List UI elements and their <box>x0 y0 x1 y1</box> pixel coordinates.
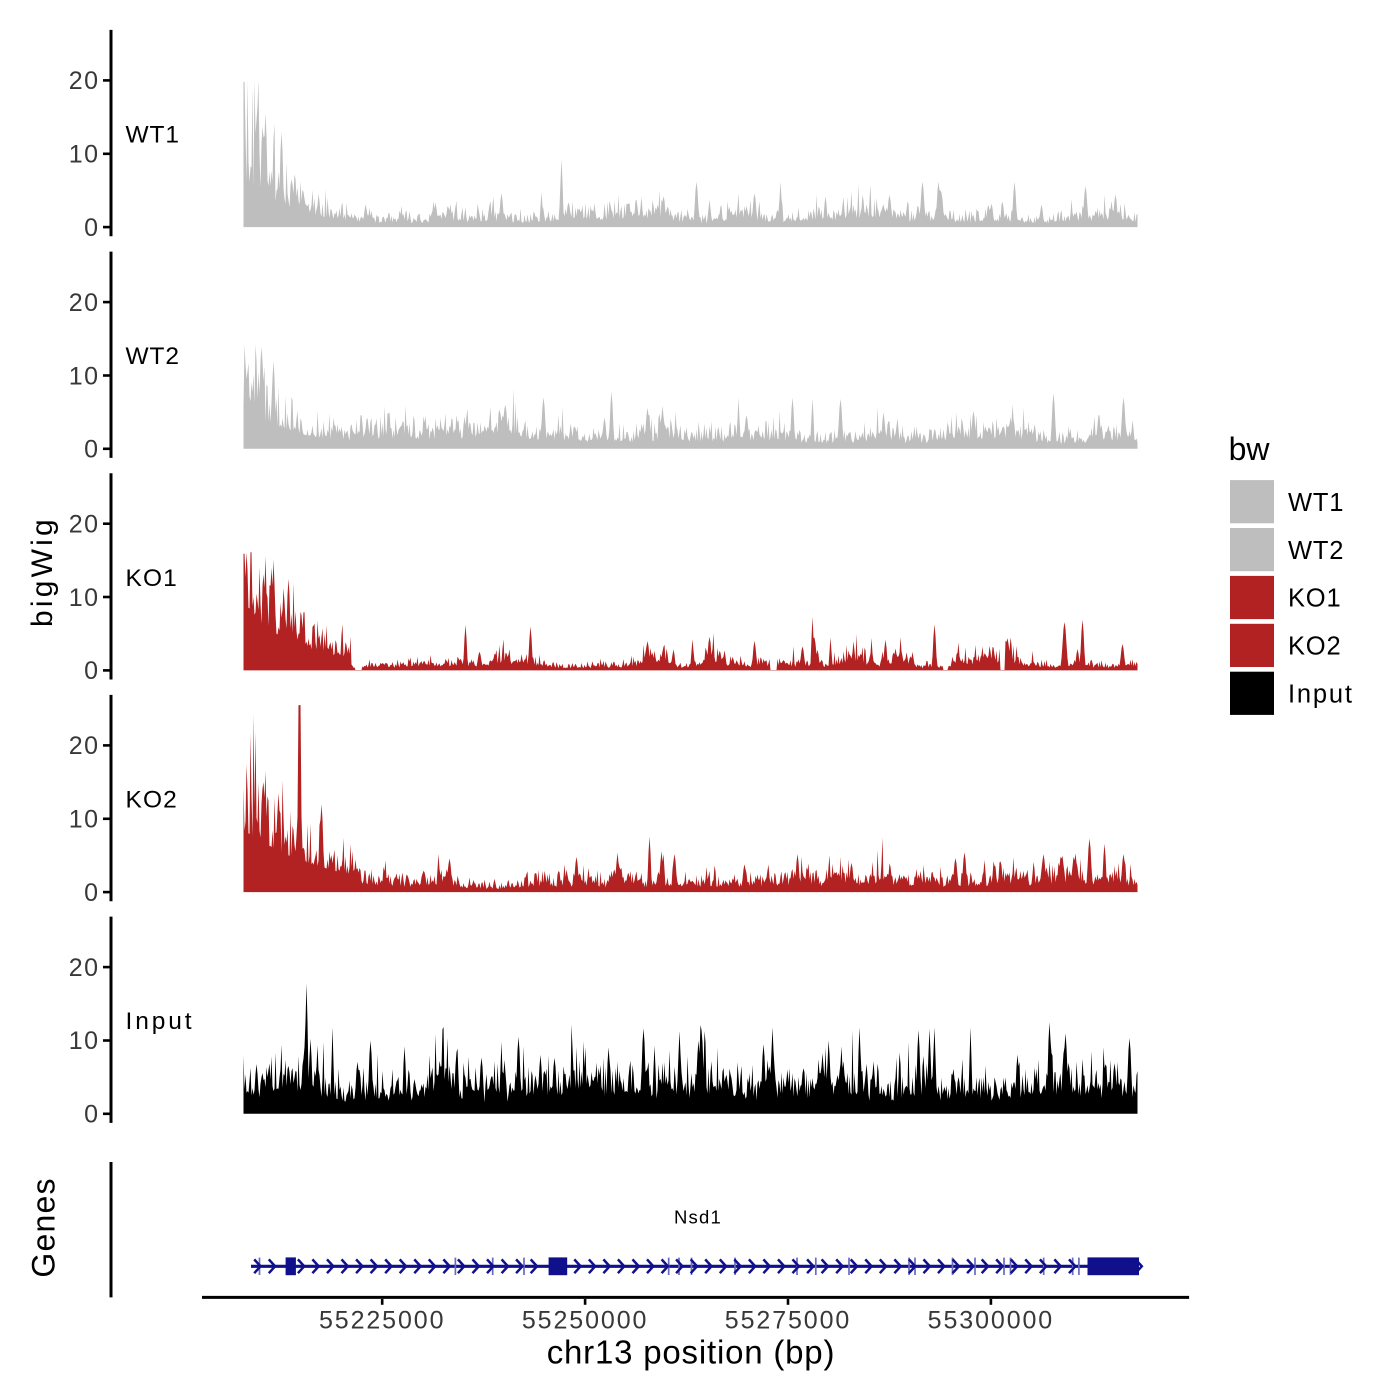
svg-text:chr13 position (bp): chr13 position (bp) <box>547 1334 836 1371</box>
svg-text:WT2: WT2 <box>126 343 180 370</box>
svg-text:bw: bw <box>1229 431 1271 467</box>
svg-text:Input: Input <box>126 1008 195 1035</box>
svg-text:20: 20 <box>69 732 100 760</box>
svg-text:KO1: KO1 <box>1288 585 1341 613</box>
svg-text:WT1: WT1 <box>126 122 180 149</box>
svg-text:20: 20 <box>69 954 100 982</box>
svg-text:55225000: 55225000 <box>319 1307 445 1335</box>
svg-text:10: 10 <box>69 362 100 390</box>
svg-text:10: 10 <box>69 584 100 612</box>
svg-text:WT1: WT1 <box>1288 489 1344 517</box>
svg-text:Input: Input <box>1288 681 1354 709</box>
svg-text:0: 0 <box>84 436 99 464</box>
svg-text:55250000: 55250000 <box>522 1307 648 1335</box>
svg-text:KO2: KO2 <box>1288 633 1341 661</box>
svg-text:10: 10 <box>69 141 100 169</box>
svg-text:KO2: KO2 <box>126 787 178 814</box>
svg-text:0: 0 <box>84 214 99 242</box>
svg-text:Genes: Genes <box>26 1177 62 1277</box>
svg-text:55275000: 55275000 <box>725 1307 851 1335</box>
svg-text:10: 10 <box>69 1027 100 1055</box>
svg-text:0: 0 <box>84 1101 99 1129</box>
svg-text:20: 20 <box>69 289 100 317</box>
svg-text:KO1: KO1 <box>126 565 178 592</box>
svg-text:0: 0 <box>84 879 99 907</box>
svg-text:0: 0 <box>84 657 99 685</box>
svg-text:WT2: WT2 <box>1288 537 1344 565</box>
svg-text:10: 10 <box>69 806 100 834</box>
svg-text:20: 20 <box>69 511 100 539</box>
svg-text:bigWig: bigWig <box>26 516 59 627</box>
svg-text:20: 20 <box>69 67 100 95</box>
svg-text:Nsd1: Nsd1 <box>674 1207 722 1228</box>
svg-text:55300000: 55300000 <box>928 1307 1054 1335</box>
